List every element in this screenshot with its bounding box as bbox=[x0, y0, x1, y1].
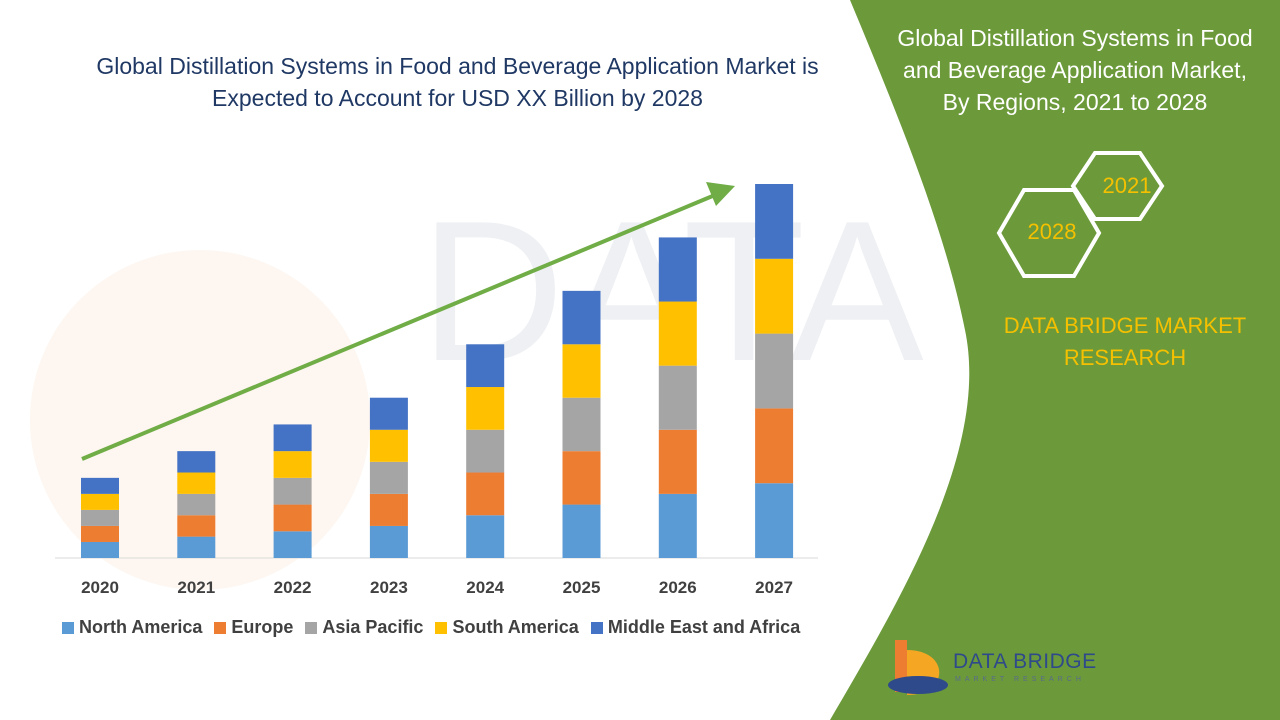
chart-title-line1: Global Distillation Systems in Food and … bbox=[96, 53, 819, 79]
bar-segment-2023-europe bbox=[369, 493, 408, 526]
bar-segment-2023-asia-pacific bbox=[369, 461, 408, 494]
bar-segment-2021-middle-east-and-africa bbox=[177, 451, 216, 473]
chart-title-line2: Expected to Account for USD XX Billion b… bbox=[212, 85, 703, 111]
bar-segment-2020-middle-east-and-africa bbox=[81, 477, 119, 494]
hex-year-2028: 2028 bbox=[1027, 219, 1077, 244]
hexagon-2021 bbox=[1070, 151, 1165, 221]
bar-segment-2021-asia-pacific bbox=[177, 493, 216, 516]
trend-arrow-line bbox=[81, 193, 716, 461]
bar-segment-2025-north-america bbox=[562, 504, 601, 558]
legend-swatch bbox=[305, 621, 318, 634]
bar-segment-2024-asia-pacific bbox=[466, 429, 505, 473]
legend-item-asia-pacific: Asia Pacific bbox=[305, 617, 423, 638]
chart-title: Global Distillation Systems in Food and … bbox=[40, 50, 875, 114]
bar-segment-2020-europe bbox=[81, 525, 119, 542]
bar-segment-2022-europe bbox=[273, 504, 312, 532]
legend-item-europe: Europe bbox=[214, 617, 293, 638]
brand-name: DATA BRIDGE MARKET RESEARCH bbox=[985, 310, 1265, 374]
bar-segment-2024-europe bbox=[466, 472, 505, 516]
hexagon-2028 bbox=[996, 188, 1102, 278]
green-panel bbox=[830, 0, 1280, 720]
legend-item-north-america: North America bbox=[62, 617, 202, 638]
logo-mark bbox=[888, 640, 948, 695]
panel-title: Global Distillation Systems in Food and … bbox=[880, 22, 1270, 118]
bar-segment-2024-south-america bbox=[466, 387, 505, 430]
bar-segment-2024-north-america bbox=[466, 515, 505, 558]
bar-segment-2025-south-america bbox=[562, 344, 601, 398]
bar-segment-2020-north-america bbox=[81, 541, 119, 558]
bar-segment-2022-middle-east-and-africa bbox=[273, 424, 312, 452]
bar-segment-2021-europe bbox=[177, 515, 216, 537]
brand-line1: DATA BRIDGE MARKET bbox=[1003, 313, 1247, 338]
x-tick-label-2024: 2024 bbox=[466, 578, 504, 597]
x-tick-label-2022: 2022 bbox=[274, 578, 312, 597]
bar-segment-2020-south-america bbox=[81, 493, 119, 510]
bar-segment-2025-middle-east-and-africa bbox=[562, 290, 601, 345]
x-tick-label-2021: 2021 bbox=[177, 578, 215, 597]
panel-title-line2: and Beverage Application Market, bbox=[903, 57, 1247, 83]
legend-item-middle-east-and-africa: Middle East and Africa bbox=[590, 617, 801, 638]
legend-label: Europe bbox=[231, 617, 294, 637]
bar-segment-2023-north-america bbox=[369, 525, 408, 558]
bar-segment-2026-middle-east-and-africa bbox=[658, 237, 697, 302]
bar-segment-2021-south-america bbox=[177, 472, 216, 494]
bar-segment-2022-north-america bbox=[273, 531, 312, 558]
chart-legend: North America Europe Asia Pacific South Ame… bbox=[62, 617, 812, 638]
x-tick-label-2025: 2025 bbox=[563, 578, 601, 597]
trend-arrow-head-icon bbox=[706, 182, 735, 206]
legend-swatch bbox=[214, 621, 227, 634]
bar-segment-2027-middle-east-and-africa bbox=[755, 184, 794, 259]
bar-segment-2024-middle-east-and-africa bbox=[466, 344, 505, 388]
legend-swatch bbox=[590, 621, 603, 634]
legend-item-south-america: South America bbox=[435, 617, 579, 638]
hex-year-2021: 2021 bbox=[1102, 173, 1152, 198]
bar-segment-2026-south-america bbox=[658, 301, 697, 366]
panel-title-line3: By Regions, 2021 to 2028 bbox=[942, 89, 1208, 115]
bar-segment-2026-asia-pacific bbox=[658, 365, 697, 430]
panel-title-line1: Global Distillation Systems in Food bbox=[897, 25, 1253, 51]
logo-subtitle: MARKET RESEARCH bbox=[955, 676, 1085, 683]
legend-label: Asia Pacific bbox=[322, 617, 424, 637]
bar-segment-2023-south-america bbox=[369, 429, 408, 462]
bar-segment-2025-europe bbox=[562, 451, 601, 505]
bar-segment-2022-south-america bbox=[273, 451, 312, 478]
bar-segment-2026-europe bbox=[658, 429, 697, 494]
bar-segment-2020-asia-pacific bbox=[81, 509, 119, 526]
bar-segment-2022-asia-pacific bbox=[273, 477, 312, 505]
bar-segment-2027-north-america bbox=[755, 483, 794, 558]
x-tick-label-2027: 2027 bbox=[755, 578, 793, 597]
legend-label: South America bbox=[452, 617, 579, 637]
bar-segment-2026-north-america bbox=[658, 493, 697, 558]
x-tick-label-2020: 2020 bbox=[81, 578, 119, 597]
stacked-bar-chart: 2020 2021 2022 2023 2024 2025 2026 2027 bbox=[55, 182, 818, 597]
brand-line2: RESEARCH bbox=[1063, 345, 1187, 370]
legend-swatch bbox=[435, 621, 448, 634]
x-tick-label-2026: 2026 bbox=[659, 578, 697, 597]
bar-segment-2023-middle-east-and-africa bbox=[369, 397, 408, 430]
bar-segment-2027-south-america bbox=[755, 258, 794, 334]
bar-segment-2025-asia-pacific bbox=[562, 397, 601, 452]
legend-label: North America bbox=[79, 617, 203, 637]
bar-segment-2027-europe bbox=[755, 408, 794, 484]
bar-segment-2021-north-america bbox=[177, 536, 216, 558]
logo-name: DATA BRIDGE bbox=[953, 650, 1097, 673]
bar-segment-2027-asia-pacific bbox=[755, 333, 794, 409]
x-tick-label-2023: 2023 bbox=[370, 578, 408, 597]
legend-swatch bbox=[62, 621, 74, 634]
legend-label: Middle East and Africa bbox=[607, 617, 801, 637]
